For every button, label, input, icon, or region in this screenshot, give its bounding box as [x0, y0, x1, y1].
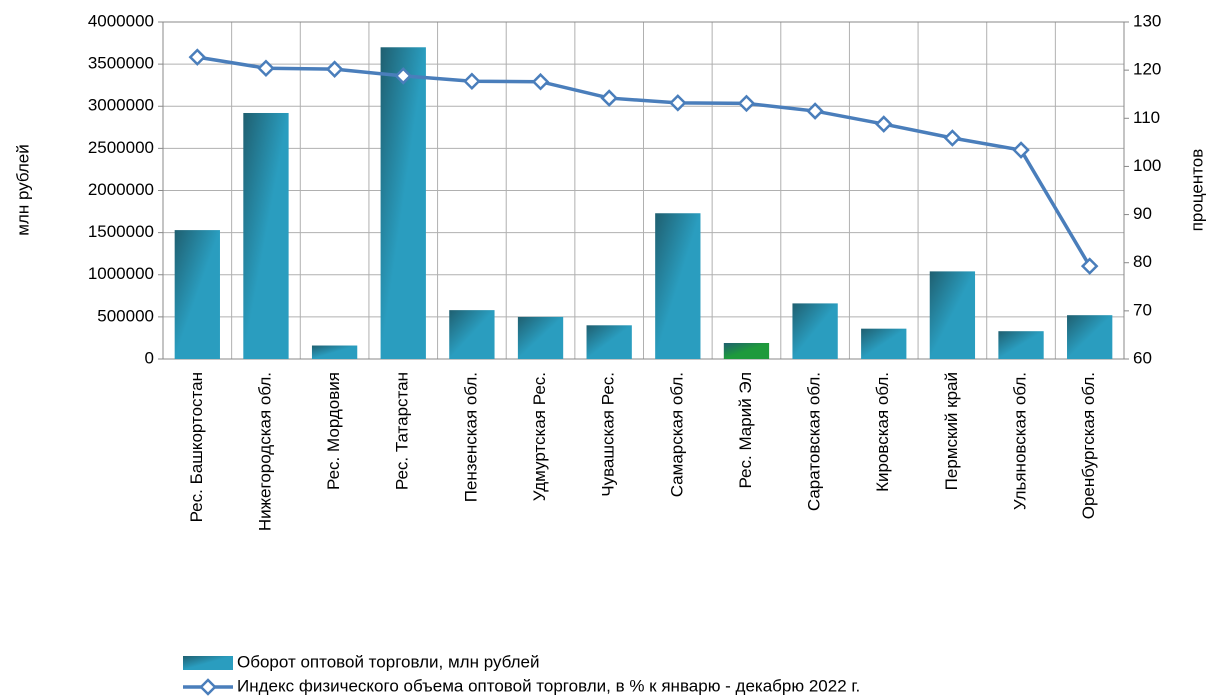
y2-tick-label: 130 [1133, 11, 1161, 30]
x-tick-label: Саратовская обл. [805, 372, 824, 511]
x-tick-label: Рес. Башкортостан [187, 372, 206, 522]
bar [998, 331, 1044, 359]
line-marker [806, 102, 824, 120]
y2-tick-label: 90 [1133, 204, 1152, 223]
y-tick-label: 0 [145, 348, 154, 367]
bar [517, 316, 564, 359]
legend-label: Индекс физического объема оптовой торгов… [237, 676, 860, 695]
bar [792, 303, 838, 359]
x-tick-label: Нижегородская обл. [255, 372, 274, 531]
bar [723, 342, 770, 359]
bar [311, 345, 358, 359]
x-tick-label: Пермский край [942, 372, 961, 490]
x-tick-label: Кировская обл. [873, 372, 892, 492]
y2-tick-label: 70 [1133, 300, 1152, 319]
bar [243, 112, 289, 360]
bar [380, 47, 426, 360]
legend-marker [199, 678, 217, 696]
x-tick-label: Рес. Мордовия [324, 372, 343, 490]
y-axis-label: млн рублей [13, 144, 32, 236]
bar [1067, 315, 1113, 359]
y-tick-label: 3500000 [88, 54, 154, 73]
y2-axis-label: процентов [1187, 149, 1206, 232]
y2-tick-label: 60 [1133, 348, 1152, 367]
y-tick-label: 1500000 [88, 222, 154, 241]
line-marker [394, 67, 413, 85]
x-tick-label: Рес. Марий Эл [736, 372, 755, 489]
x-tick-label: Удмуртская Рес. [530, 372, 549, 501]
line-marker [737, 94, 756, 113]
y-tick-label: 2000000 [88, 180, 154, 199]
y2-tick-label: 120 [1133, 60, 1161, 79]
y-tick-label: 3000000 [88, 96, 154, 115]
legend-label: Оборот оптовой торговли, млн рублей [237, 652, 540, 671]
bar [174, 230, 220, 359]
legend-swatch [183, 656, 233, 670]
line-marker [943, 129, 962, 147]
y2-tick-label: 80 [1133, 252, 1152, 271]
y-tick-label: 500000 [97, 306, 154, 325]
line-marker [600, 89, 618, 107]
x-tick-label: Чувашская Рес. [599, 372, 618, 497]
bar [655, 213, 701, 359]
x-tick-label: Пензенская обл. [461, 372, 480, 502]
x-tick-label: Оренбургская обл. [1079, 372, 1098, 519]
x-tick-label: Самарская обл. [667, 372, 686, 497]
line-marker [874, 115, 893, 133]
line-marker [257, 59, 275, 77]
bar [449, 310, 495, 359]
bar [929, 271, 976, 359]
x-tick-label: Рес. Татарстан [393, 372, 412, 490]
y-tick-label: 4000000 [88, 11, 154, 30]
plot-border [162, 21, 1125, 360]
x-tick-label: Ульяновская обл. [1011, 372, 1030, 510]
line-marker [1012, 141, 1030, 159]
line [197, 55, 1092, 267]
y-tick-label: 2500000 [88, 138, 154, 157]
bar [586, 325, 632, 359]
line-marker [188, 48, 207, 66]
y2-tick-label: 100 [1133, 156, 1161, 175]
y2-tick-label: 110 [1133, 108, 1160, 127]
line-marker [325, 60, 344, 78]
line-marker [1080, 257, 1099, 275]
line-marker [531, 72, 550, 91]
line-marker [669, 94, 687, 112]
bar [861, 328, 907, 359]
line-marker [463, 72, 481, 90]
y-tick-label: 1000000 [88, 264, 154, 283]
